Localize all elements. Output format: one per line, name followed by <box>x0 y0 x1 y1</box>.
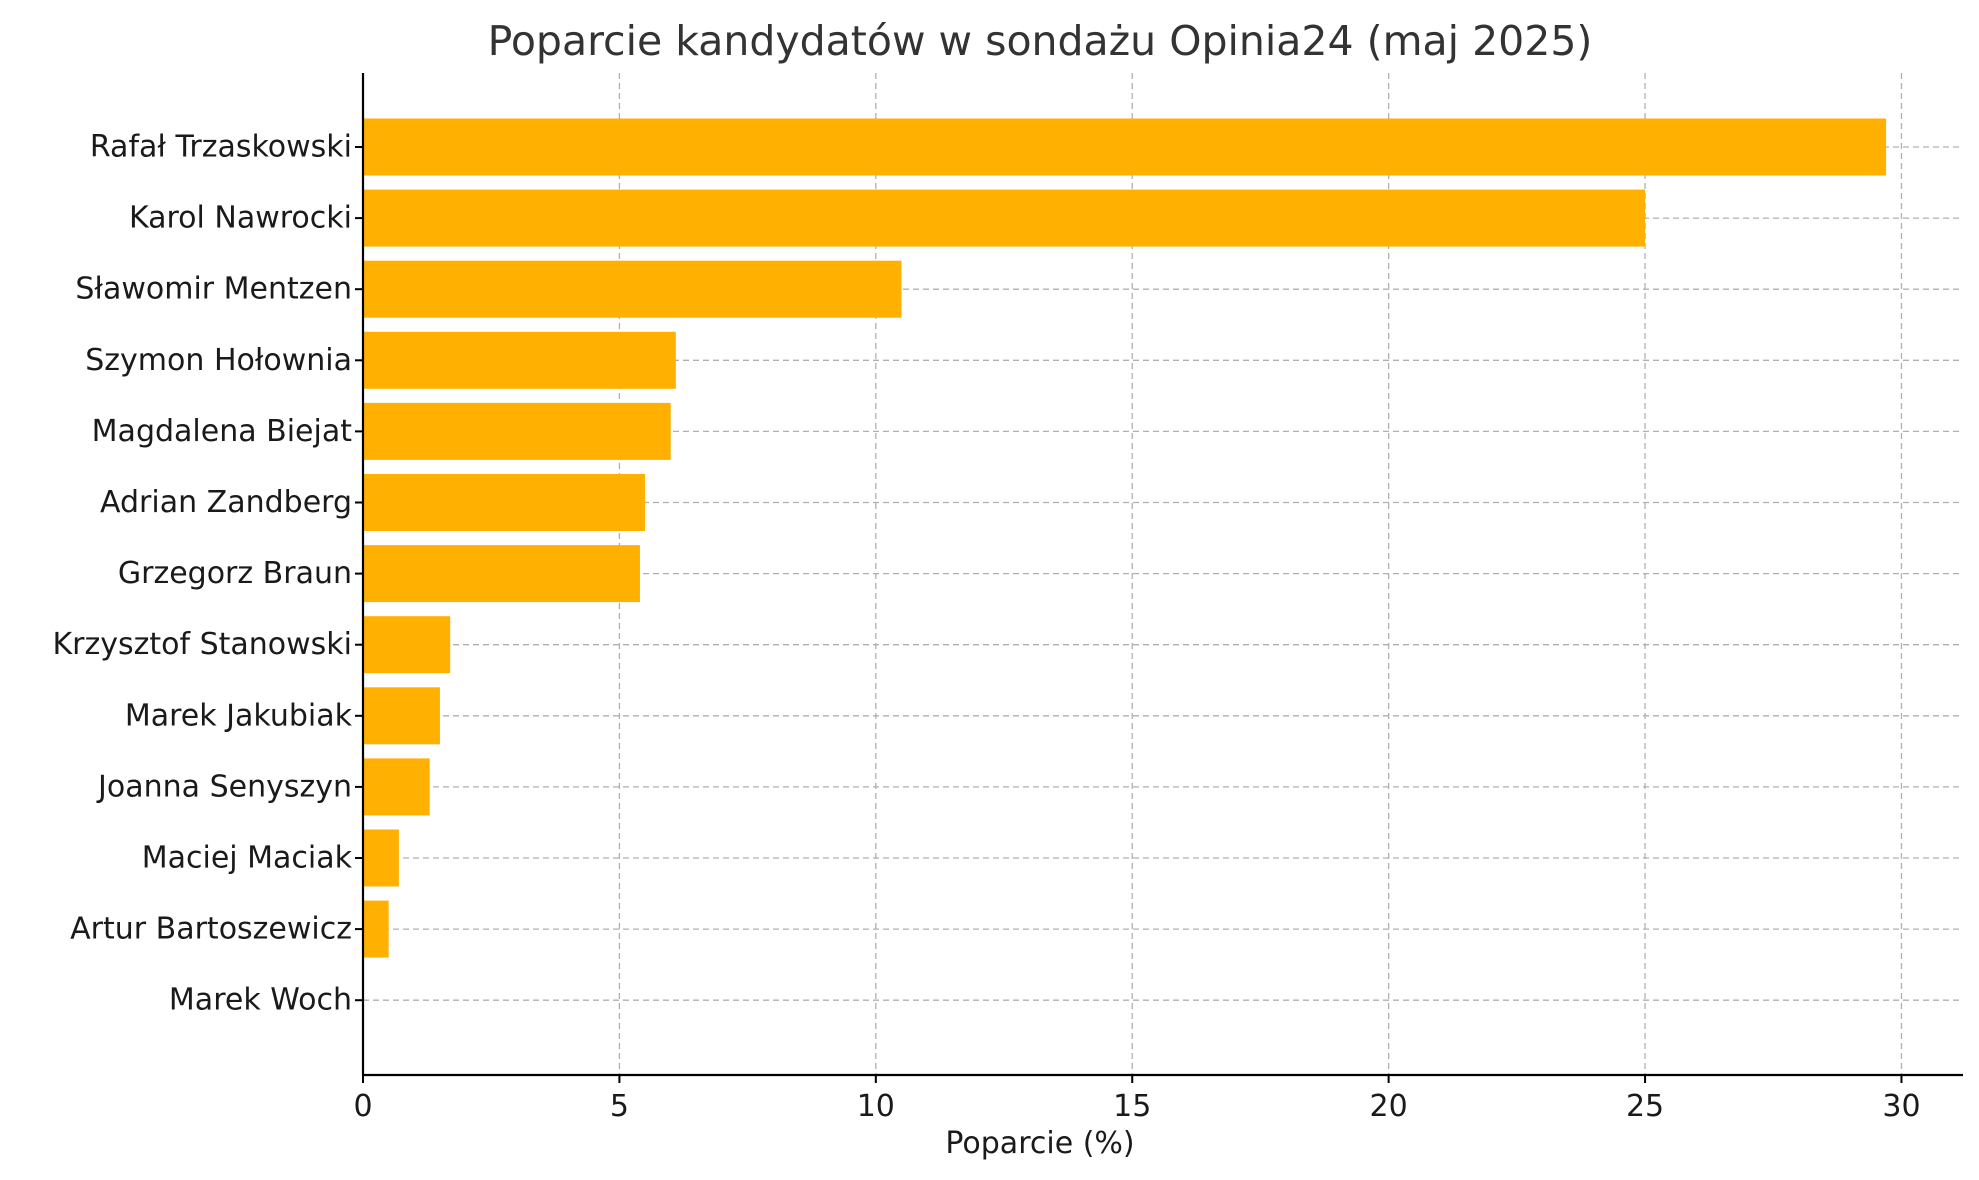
bar <box>363 260 902 318</box>
chart-title: Poparcie kandydatów w sondażu Opinia24 (… <box>488 17 1593 65</box>
y-tick-label: Sławomir Mentzen <box>75 272 352 307</box>
x-tick-label: 10 <box>857 1089 895 1124</box>
x-tick-label: 15 <box>1113 1089 1151 1124</box>
x-tick-label: 30 <box>1882 1089 1920 1124</box>
bar <box>363 829 399 887</box>
bar <box>363 900 389 958</box>
y-tick-label: Marek Jakubiak <box>125 698 353 733</box>
bar <box>363 687 440 745</box>
bar <box>363 758 430 816</box>
y-tick-label: Maciej Maciak <box>142 841 353 876</box>
x-tick-label: 20 <box>1370 1089 1408 1124</box>
x-tick-label: 0 <box>353 1089 372 1124</box>
x-tick-label: 25 <box>1626 1089 1664 1124</box>
y-tick-label: Grzegorz Braun <box>118 556 352 591</box>
bar <box>363 474 646 531</box>
bar <box>363 616 451 674</box>
y-tick-label: Karol Nawrocki <box>129 201 352 236</box>
bar <box>363 118 1887 176</box>
y-tick-label: Joanna Senyszyn <box>96 769 352 804</box>
x-tick-label: 5 <box>610 1089 629 1124</box>
bar <box>363 402 671 460</box>
ticks: Rafał Trzaskowski Karol Nawrocki Sławomir … <box>52 130 1920 1125</box>
y-tick-label: Magdalena Biejat <box>92 414 353 449</box>
y-tick-label: Krzysztof Stanowski <box>52 627 352 662</box>
x-axis-label: Poparcie (%) <box>945 1126 1134 1161</box>
bar <box>363 189 1646 247</box>
bars <box>363 118 1887 958</box>
y-tick-label: Rafał Trzaskowski <box>90 130 352 165</box>
bar <box>363 545 640 603</box>
y-tick-label: Szymon Hołownia <box>85 343 352 378</box>
y-tick-label: Marek Woch <box>169 983 352 1018</box>
y-tick-label: Artur Bartoszewicz <box>70 912 352 947</box>
y-tick-label: Adrian Zandberg <box>100 485 352 520</box>
bar <box>363 331 676 389</box>
